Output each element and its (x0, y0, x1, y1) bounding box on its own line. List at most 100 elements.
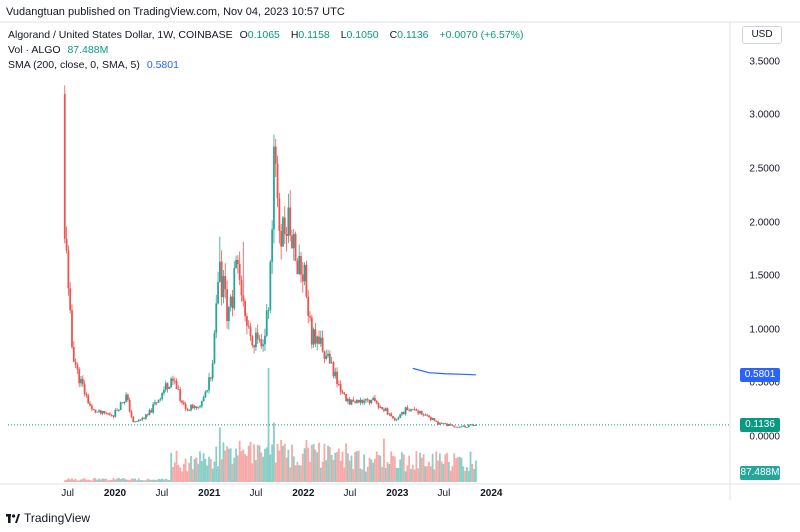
tradingview-logo[interactable]: TradingView (6, 511, 90, 525)
volume-bar (179, 467, 182, 482)
candle-body (204, 391, 207, 398)
volume-bar (426, 466, 429, 482)
candle-body (108, 413, 111, 415)
candle-body (103, 411, 106, 414)
candle-body (417, 410, 420, 414)
candle-body (123, 401, 126, 404)
volume-bar (119, 479, 122, 482)
volume-bar (460, 457, 463, 482)
candle-body (274, 146, 277, 164)
volume-bar (143, 480, 146, 482)
candle-body (453, 425, 456, 427)
volume-bar (337, 448, 340, 482)
ohlc-key: H (290, 29, 299, 41)
candle-body (393, 418, 396, 421)
candle-body (305, 264, 308, 297)
candle-body (168, 387, 171, 389)
candle-body (383, 409, 385, 411)
candle-body (105, 413, 108, 414)
volume-bar (388, 464, 391, 482)
volume-bar (343, 467, 346, 482)
volume-bar (437, 460, 439, 482)
candle-body (330, 362, 333, 364)
candle-body (303, 264, 306, 282)
candle-body (339, 384, 342, 392)
volume-bar (139, 480, 142, 482)
volume-legend-row[interactable]: Vol · ALGO 87.488M (8, 43, 528, 58)
candle-body (410, 409, 412, 411)
volume-bar (175, 450, 178, 482)
price-tick-label: 3.0000 (749, 109, 780, 121)
volume-bar (363, 454, 366, 482)
candle-body (328, 353, 331, 364)
volume-bar (137, 478, 140, 482)
sma-price-badge: 0.5801 (740, 367, 780, 382)
candle-body (422, 414, 425, 416)
volume-bar (384, 467, 387, 482)
chart-legend: Algorand / United States Dollar, 1W, COI… (8, 28, 528, 73)
volume-bar (161, 478, 164, 482)
candle-body (334, 371, 337, 377)
candle-body (419, 411, 421, 414)
volume-bar (464, 470, 466, 482)
volume-bar (419, 452, 421, 482)
candle-body (132, 416, 135, 423)
candle-body (327, 353, 329, 356)
volume-bar (336, 452, 338, 482)
volume-bar (197, 463, 200, 482)
volume-bar (215, 446, 218, 482)
candle-body (346, 398, 349, 402)
volume-bar (213, 461, 216, 482)
volume-bar (211, 468, 214, 482)
candle-body (345, 394, 347, 402)
candle-body (332, 362, 335, 377)
time-tick-label: Jul (343, 488, 357, 499)
volume-bar (130, 478, 133, 482)
volume-bar (226, 446, 228, 482)
candle-body (456, 426, 459, 428)
candle-body (392, 416, 394, 419)
volume-bar (433, 469, 436, 482)
ohlc-key: L (340, 29, 347, 41)
volume-bar (350, 455, 353, 482)
candle-body (244, 301, 246, 317)
candle-body (283, 217, 286, 234)
currency-button[interactable]: USD (742, 26, 782, 44)
candle-body (222, 275, 225, 298)
sma-legend-row[interactable]: SMA (200, close, 0, SMA, 5) 0.5801 (8, 58, 528, 73)
volume-bar (83, 478, 86, 482)
symbol-legend-row[interactable]: Algorand / United States Dollar, 1W, COI… (8, 28, 528, 43)
volume-bar (285, 457, 288, 482)
tradingview-logo-icon (6, 513, 20, 523)
volume-bar (327, 445, 329, 482)
candle-body (309, 316, 311, 318)
volume-bar (121, 478, 124, 482)
volume-bar (242, 449, 245, 482)
volume-value: 87.488M (67, 44, 109, 56)
volume-bar (206, 465, 209, 482)
volume-bar (399, 459, 402, 482)
volume-bar (204, 458, 207, 482)
ohlc-key: C (389, 29, 398, 41)
volume-bar (145, 480, 147, 482)
time-tick-label: 2024 (480, 488, 503, 499)
volume-bar (94, 478, 97, 482)
volume-bar (256, 444, 259, 482)
candle-body (397, 417, 400, 420)
volume-bar (267, 368, 270, 482)
time-axis[interactable]: Jul 2020 Jul 2021 Jul 2022 Jul 2023 Jul 2024 (0, 484, 730, 500)
candle-body (310, 317, 313, 345)
price-axis[interactable]: 3.5000 3.0000 2.5000 2.0000 1.5000 1.0000 0.50… (730, 50, 800, 485)
candle-body (337, 384, 340, 385)
volume-bar (85, 479, 88, 482)
volume-bar (72, 479, 75, 482)
volume-bar (354, 452, 356, 482)
volume-bar (172, 467, 174, 482)
price-tick-label: 1.5000 (749, 270, 780, 282)
volume-bar (406, 465, 409, 482)
volume-bar (112, 478, 115, 482)
volume-bar (173, 462, 176, 482)
volume-bar (182, 464, 185, 482)
candle-body (87, 395, 90, 404)
